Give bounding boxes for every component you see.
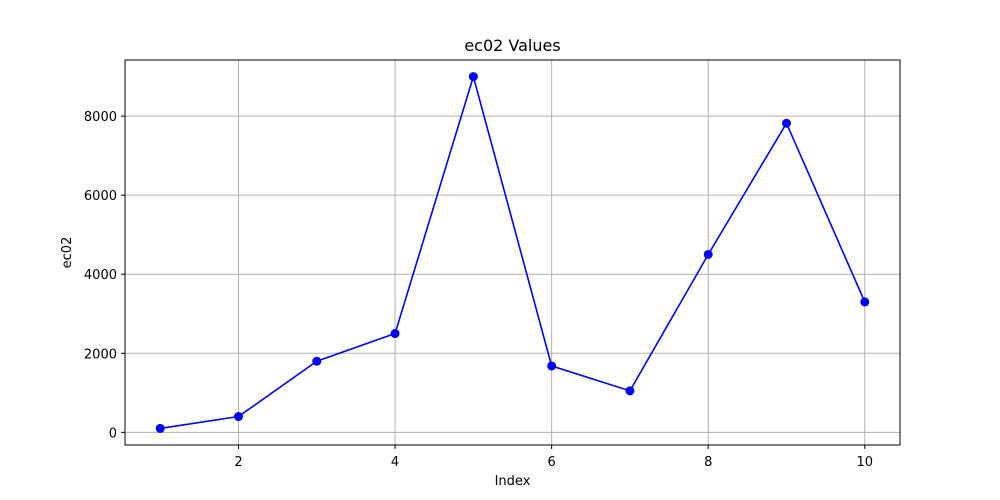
series-layer: [155, 72, 870, 433]
grid: [125, 60, 900, 445]
series-line: [160, 73, 866, 430]
data-point: [312, 356, 322, 366]
data-point: [468, 72, 478, 82]
x-tick-label: 2: [234, 455, 242, 470]
data-point: [781, 118, 791, 128]
data-point: [703, 249, 713, 259]
data-point: [155, 423, 165, 433]
x-tick-label: 4: [391, 455, 399, 470]
y-tick-label: 6000: [84, 189, 117, 204]
y-tick-label: 4000: [84, 268, 117, 283]
plot-frame: [124, 59, 901, 446]
x-tick-label: 10: [856, 455, 873, 470]
data-point: [860, 297, 870, 307]
y-tick-label: 2000: [84, 347, 117, 362]
y-axis-label: ec02: [60, 237, 75, 269]
data-point: [625, 386, 635, 396]
x-tick-label: 6: [548, 455, 556, 470]
ticks: 2 4 6 8 10 0 2000 4000 6000 8000: [84, 110, 873, 470]
x-tick-label: 8: [704, 455, 712, 470]
data-point: [547, 361, 557, 371]
data-point: [390, 329, 400, 339]
data-point: [234, 412, 244, 422]
chart-title: ec02 Values: [464, 36, 560, 55]
x-axis-label: Index: [495, 474, 531, 489]
y-tick-label: 0: [109, 426, 117, 441]
y-tick-label: 8000: [84, 110, 117, 125]
